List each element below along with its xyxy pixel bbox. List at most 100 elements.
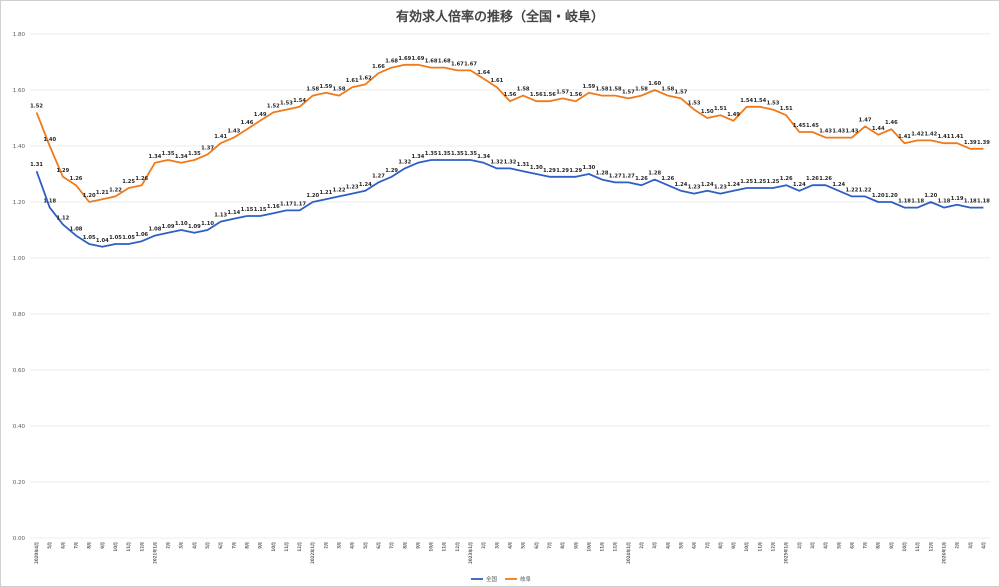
data-label: 1.37 xyxy=(201,145,214,151)
x-tick-label: 3月 xyxy=(493,542,499,549)
data-label: 1.31 xyxy=(30,162,43,168)
data-label: 1.52 xyxy=(267,103,280,109)
data-label: 1.24 xyxy=(359,182,372,188)
x-tick-label: 7月 xyxy=(73,542,79,549)
x-tick-label: 2月 xyxy=(638,542,644,549)
x-tick-label: 4月 xyxy=(980,542,986,549)
data-label: 1.32 xyxy=(398,159,411,165)
x-tick-label: 12月 xyxy=(927,542,933,552)
x-tick-label: 2021年1月 xyxy=(151,542,157,564)
data-label: 1.59 xyxy=(582,84,595,90)
data-label: 1.04 xyxy=(96,238,109,244)
data-label: 1.34 xyxy=(149,154,162,160)
data-label: 1.05 xyxy=(109,235,122,241)
data-label: 1.20 xyxy=(83,193,96,199)
data-label: 1.30 xyxy=(582,165,595,171)
x-tick-label: 10月 xyxy=(743,542,749,552)
x-tick-label: 4月 xyxy=(191,542,197,549)
data-label: 1.58 xyxy=(333,87,346,93)
data-label: 1.34 xyxy=(412,154,425,160)
data-label: 1.31 xyxy=(517,162,530,168)
data-label: 1.35 xyxy=(162,151,175,157)
data-label: 1.24 xyxy=(832,182,845,188)
data-label: 1.18 xyxy=(911,199,924,205)
data-label: 1.18 xyxy=(977,199,990,205)
x-tick-label: 10月 xyxy=(112,542,118,552)
y-tick-label: 0.20 xyxy=(13,480,26,486)
data-label: 1.53 xyxy=(767,101,780,107)
data-label: 1.45 xyxy=(793,123,806,129)
data-label: 1.26 xyxy=(819,176,832,182)
x-tick-label: 11月 xyxy=(441,542,447,552)
data-label: 1.58 xyxy=(609,87,622,93)
data-label: 1.69 xyxy=(412,56,425,62)
data-label: 1.23 xyxy=(346,185,359,191)
x-tick-label: 7月 xyxy=(704,542,710,549)
x-tick-label: 8月 xyxy=(875,542,881,549)
data-label: 1.32 xyxy=(504,159,517,165)
data-label: 1.56 xyxy=(530,92,543,98)
data-label: 1.16 xyxy=(267,204,280,210)
data-label: 1.51 xyxy=(714,106,727,112)
data-label: 1.41 xyxy=(214,134,227,140)
x-tick-label: 8月 xyxy=(86,542,92,549)
data-label: 1.43 xyxy=(819,129,832,135)
x-tick-label: 10月 xyxy=(270,542,276,552)
data-label: 1.39 xyxy=(977,140,990,146)
x-tick-label: 9月 xyxy=(888,542,894,549)
data-label: 1.30 xyxy=(530,165,543,171)
data-label: 1.22 xyxy=(333,187,346,193)
data-label: 1.57 xyxy=(556,89,569,95)
data-label: 1.06 xyxy=(135,232,148,238)
y-tick-label: 1.40 xyxy=(13,144,26,150)
data-label: 1.05 xyxy=(83,235,96,241)
x-tick-label: 8月 xyxy=(559,542,565,549)
data-label: 1.29 xyxy=(385,168,398,174)
x-tick-label: 8月 xyxy=(717,542,723,549)
data-label: 1.08 xyxy=(70,227,83,233)
data-label: 1.20 xyxy=(924,193,937,199)
data-label: 1.10 xyxy=(175,221,188,227)
x-tick-label: 3月 xyxy=(967,542,973,549)
data-label: 1.64 xyxy=(477,70,490,76)
data-label: 1.59 xyxy=(319,84,332,90)
x-tick-label: 6月 xyxy=(375,542,381,549)
x-tick-label: 7月 xyxy=(546,542,552,549)
data-label: 1.19 xyxy=(951,196,964,202)
x-tick-label: 4月 xyxy=(822,542,828,549)
data-label: 1.09 xyxy=(188,224,201,230)
data-label: 1.58 xyxy=(635,87,648,93)
data-label: 1.28 xyxy=(596,171,609,177)
data-label: 1.35 xyxy=(451,151,464,157)
data-label: 1.56 xyxy=(504,92,517,98)
x-tick-label: 5月 xyxy=(677,542,683,549)
data-label: 1.58 xyxy=(306,87,319,93)
y-tick-label: 0.60 xyxy=(13,368,26,374)
data-label: 1.05 xyxy=(122,235,135,241)
data-label: 1.21 xyxy=(96,190,109,196)
legend: 全国 岐阜 xyxy=(471,575,532,583)
data-label: 1.43 xyxy=(846,129,859,135)
data-label: 1.35 xyxy=(425,151,438,157)
data-label: 1.39 xyxy=(964,140,977,146)
data-label: 1.23 xyxy=(688,185,701,191)
data-label: 1.34 xyxy=(175,154,188,160)
data-label: 1.54 xyxy=(753,98,766,104)
data-label: 1.22 xyxy=(859,187,872,193)
data-label: 1.51 xyxy=(780,106,793,112)
x-tick-label: 3月 xyxy=(651,542,657,549)
data-label: 1.29 xyxy=(556,168,569,174)
data-label: 1.60 xyxy=(648,81,661,87)
x-tick-label: 10月 xyxy=(428,542,434,552)
data-label: 1.49 xyxy=(254,112,267,118)
data-label: 1.58 xyxy=(596,87,609,93)
data-label: 1.26 xyxy=(806,176,819,182)
data-label: 1.54 xyxy=(740,98,753,104)
data-label: 1.29 xyxy=(543,168,556,174)
x-tick-label: 2月 xyxy=(322,542,328,549)
data-label: 1.40 xyxy=(43,137,56,143)
data-label: 1.52 xyxy=(30,103,43,109)
x-tick-label: 5月 xyxy=(835,542,841,549)
x-tick-label: 2020年4月 xyxy=(33,542,39,564)
x-tick-label: 3月 xyxy=(809,542,815,549)
